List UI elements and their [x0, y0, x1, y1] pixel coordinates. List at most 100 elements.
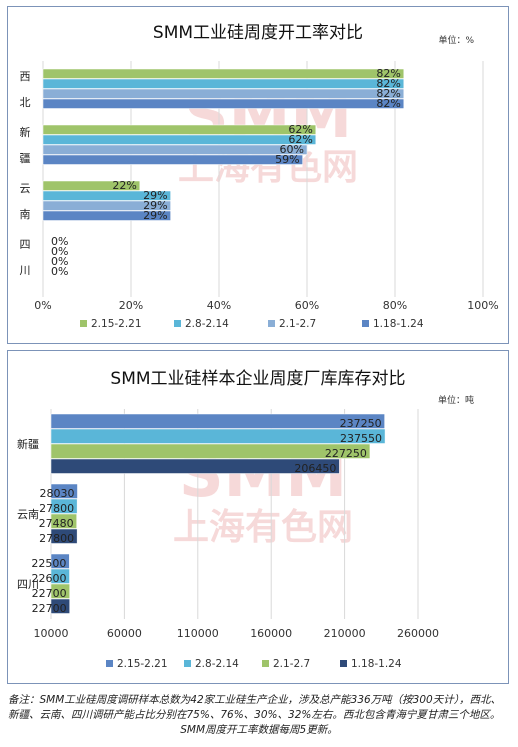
category-label: 四川 [17, 578, 39, 591]
legend-swatch [268, 320, 275, 327]
bar [42, 200, 171, 211]
bar [42, 210, 171, 221]
data-label: 62% [288, 123, 312, 136]
data-label: 59% [275, 153, 299, 166]
legend-label: 2.8-2.14 [185, 318, 229, 330]
x-tick-label: 110000 [177, 627, 219, 640]
bar [50, 528, 78, 544]
bar [50, 513, 77, 529]
bar [50, 413, 385, 429]
category-label: 南 [20, 208, 31, 221]
data-label: 22700 [32, 587, 67, 600]
data-label: 0% [51, 235, 68, 248]
category-label: 四 [20, 238, 31, 251]
x-tick-label: 20% [119, 299, 143, 312]
data-label: 0% [51, 245, 68, 258]
bar [42, 124, 317, 135]
bar [42, 68, 405, 79]
legend-label: 2.15-2.21 [91, 318, 142, 330]
chart-title: SMM工业硅样本企业周度厂库库存对比 [110, 369, 405, 389]
bar [50, 483, 78, 499]
data-label: 27800 [39, 502, 74, 515]
data-label: 82% [376, 77, 400, 90]
bar [50, 498, 78, 514]
unit-label: 单位：% [438, 34, 474, 46]
footnote: 备注：SMM工业硅周度调研样本总数为42家工业硅生产企业，涉及总产能336万吨（… [8, 693, 510, 738]
x-tick-label: 40% [207, 299, 231, 312]
x-tick-label: 60% [295, 299, 319, 312]
legend-swatch [184, 660, 191, 667]
x-tick-label: 0% [34, 299, 51, 312]
legend-swatch [262, 660, 269, 667]
utilization-chart-panel: SMM工业硅周度开工率对比 单位：% SMM 上海有色网 0% 20% 40% 60% 80% 1… [7, 6, 509, 344]
data-label: 227250 [325, 447, 367, 460]
x-tick-label: 260000 [397, 627, 439, 640]
legend-swatch [106, 660, 113, 667]
watermark-cn: 上海有色网 [173, 507, 353, 548]
bar [42, 134, 317, 145]
data-label: 29% [143, 199, 167, 212]
data-label: 28030 [39, 487, 74, 500]
data-label: 29% [143, 189, 167, 202]
legend-label: 2.15-2.21 [117, 658, 168, 670]
bar [50, 458, 340, 474]
data-label: 27800 [39, 532, 74, 545]
data-label: 82% [376, 97, 400, 110]
footnote-line-3: SMM周度开工率数据每周5更新。 [180, 724, 338, 736]
data-label: 206450 [294, 462, 336, 475]
bar [50, 553, 70, 569]
data-label: 27480 [39, 517, 74, 530]
category-label: 新疆 [17, 437, 39, 451]
legend-label: 1.18-1.24 [373, 318, 424, 330]
x-tick-label: 210000 [324, 627, 366, 640]
legend-label: 2.1-2.7 [279, 318, 316, 330]
data-label: 60% [280, 143, 304, 156]
category-label: 新 [20, 125, 31, 139]
legend-label: 2.1-2.7 [273, 658, 310, 670]
data-label: 22% [112, 179, 136, 192]
data-label: 82% [376, 87, 400, 100]
bar [42, 190, 171, 201]
legend-swatch [362, 320, 369, 327]
bar [42, 78, 405, 89]
x-tick-label: 100% [467, 299, 498, 312]
x-tick-label: 160000 [250, 627, 292, 640]
legend-label: 2.8-2.14 [195, 658, 239, 670]
footnote-line-2: 新疆、云南、四川调研产能占比分别在75%、76%、30%、32%左右。西北包含青… [8, 709, 501, 721]
data-label: 22700 [32, 602, 67, 615]
data-label: 0% [51, 265, 68, 278]
bar [50, 583, 70, 599]
data-label: 29% [143, 209, 167, 222]
category-label: 西 [20, 70, 31, 83]
unit-label: 单位：吨 [438, 394, 474, 406]
footnote-line-1: 备注：SMM工业硅周度调研样本总数为42家工业硅生产企业，涉及总产能336万吨（… [8, 694, 501, 706]
inventory-chart-panel: SMM工业硅样本企业周度厂库库存对比 单位：吨 SMM 上海有色网 10000 60000… [7, 350, 509, 684]
x-tick-label: 80% [383, 299, 407, 312]
legend-swatch [174, 320, 181, 327]
category-label: 川 [20, 264, 31, 277]
category-label: 云 [20, 182, 31, 195]
data-label: 237550 [340, 432, 382, 445]
data-label: 82% [376, 67, 400, 80]
legend-swatch [80, 320, 87, 327]
data-label: 22500 [31, 557, 66, 570]
chart-title: SMM工业硅周度开工率对比 [153, 23, 363, 43]
data-label: 22600 [31, 572, 66, 585]
legend-swatch [340, 660, 347, 667]
bar [50, 598, 70, 614]
bar [42, 180, 141, 191]
legend-label: 1.18-1.24 [351, 658, 402, 670]
category-label: 云南 [17, 508, 39, 521]
bar [42, 88, 405, 99]
x-tick-label: 60000 [107, 627, 142, 640]
bar [50, 568, 70, 584]
category-label: 北 [20, 96, 31, 109]
category-label: 疆 [20, 152, 31, 165]
data-label: 0% [51, 255, 68, 268]
bar [42, 98, 405, 109]
data-label: 237250 [340, 417, 382, 430]
bar [42, 154, 303, 165]
bar [42, 144, 308, 155]
x-tick-label: 10000 [34, 627, 69, 640]
